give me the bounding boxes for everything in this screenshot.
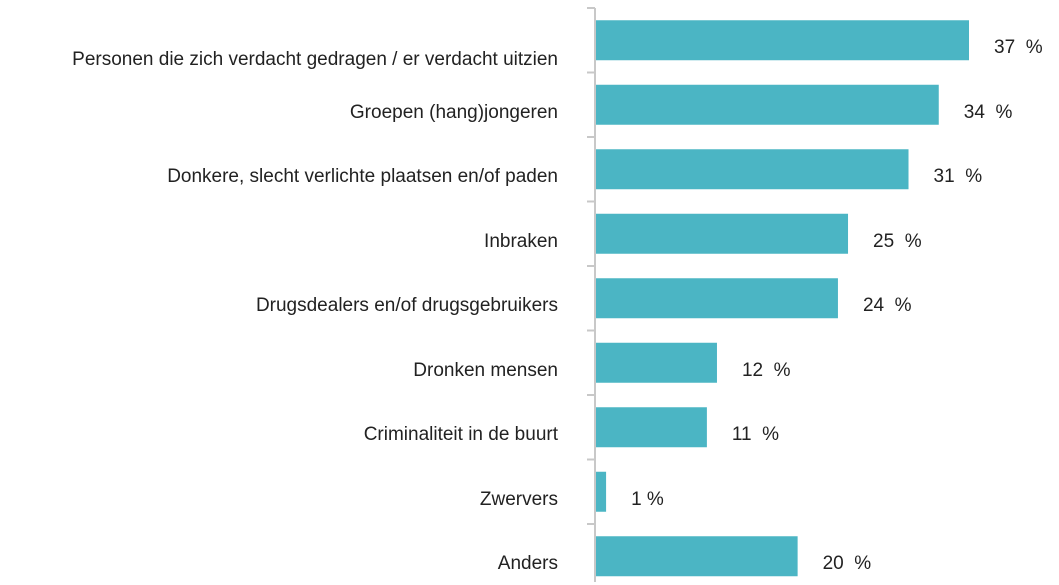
bar [596,342,717,383]
category-label: Inbraken [0,210,558,274]
value-label: 31 % [934,166,983,188]
value-label: 34 % [964,102,1013,124]
value-label-text: 25 % [873,230,922,252]
category-label: Anders [0,532,558,585]
bar [596,407,707,448]
bar [596,149,909,190]
category-label-text: Groepen (hang)jongeren [349,101,558,123]
value-label-text: 20 % [822,553,872,575]
value-label-text: 24 % [862,295,912,317]
category-label: Zwervers [0,468,558,532]
value-label-text: 34 % [963,101,1013,123]
category-label: Personen die zich verdacht gedragen / er… [0,28,558,92]
category-label: Drugsdealers en/of drugsgebruikers [0,274,558,338]
category-label-text: Anders [497,553,558,575]
category-label: Donkere, slecht verlichte plaatsen en/of… [0,145,558,209]
category-label: Groepen (hang)jongeren [0,81,558,145]
bar [596,20,969,61]
category-label-text: Drugsdealers en/of drugsgebruikers [255,295,558,317]
value-label-text: 37 % [994,37,1043,59]
category-label: Criminaliteit in de buurt [0,403,558,467]
value-label-text: 11 % [731,424,780,446]
category-label-text: Inbraken [484,230,558,252]
bar [596,84,939,125]
category-label-text: Donkere, slecht verlichte plaatsen en/of… [167,166,558,188]
value-label: 25 % [873,231,922,253]
value-label: 24 % [863,295,912,317]
category-label: Dronken mensen [0,339,558,403]
category-label-text: Criminaliteit in de buurt [363,424,558,446]
bar [596,471,607,512]
value-label-text: 1 % [631,488,664,510]
value-label-text: 12 % [741,359,791,381]
category-label-text: Personen die zich verdacht gedragen / er… [72,49,558,71]
value-label-text: 31 % [933,166,983,188]
value-label: 20 % [823,553,872,575]
value-label: 37 % [994,37,1043,59]
bar [596,536,798,577]
value-label: 1 % [631,489,664,511]
bar [596,278,838,319]
value-label: 12 % [742,360,791,382]
category-label-text: Dronken mensen [413,359,558,381]
value-label: 11 % [732,424,779,446]
category-label-text: Zwervers [479,488,558,510]
bar [596,213,849,254]
